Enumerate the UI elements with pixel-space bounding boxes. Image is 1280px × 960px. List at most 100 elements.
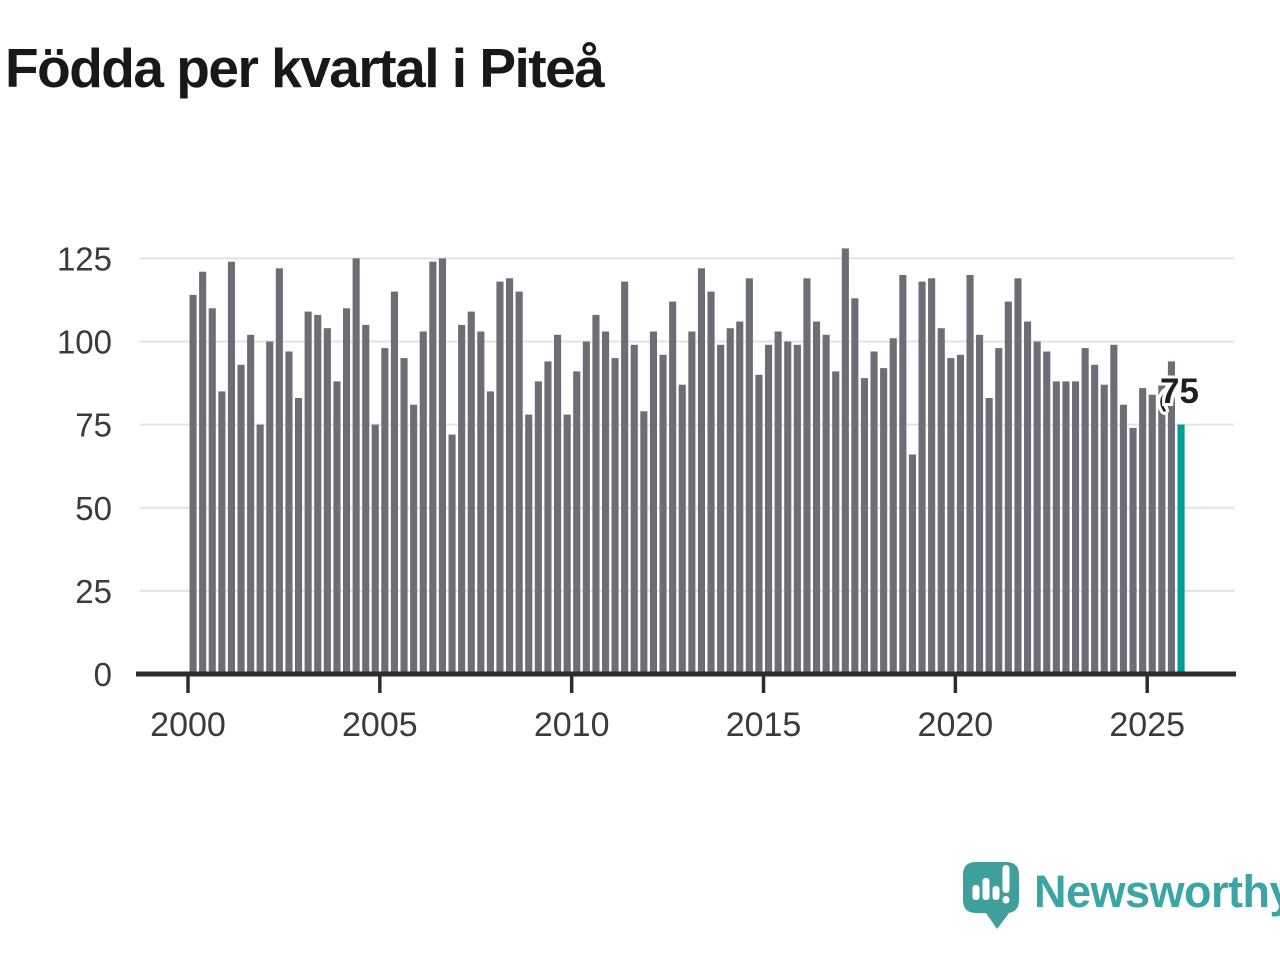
highlighted-quarter-bar bbox=[1177, 424, 1185, 674]
quarter-bar bbox=[275, 268, 283, 674]
quarter-bar bbox=[419, 331, 427, 674]
quarter-bar bbox=[458, 324, 466, 674]
quarter-bar bbox=[467, 311, 475, 674]
x-axis-tick-label: 2025 bbox=[1109, 706, 1185, 744]
quarter-bar bbox=[851, 298, 859, 674]
quarter-bar bbox=[822, 334, 830, 674]
x-axis-tick-label: 2020 bbox=[918, 706, 994, 744]
quarter-bar bbox=[343, 308, 351, 675]
quarter-bar bbox=[726, 328, 734, 674]
quarter-bar bbox=[554, 334, 562, 674]
quarter-bar bbox=[285, 351, 293, 674]
quarter-bar bbox=[860, 378, 868, 674]
quarter-bar bbox=[1129, 427, 1137, 674]
quarter-bar bbox=[448, 434, 456, 674]
quarter-bar bbox=[765, 344, 773, 674]
quarter-bar bbox=[486, 391, 494, 674]
quarter-bar bbox=[1100, 384, 1108, 674]
quarter-bar bbox=[870, 351, 878, 674]
quarter-bar bbox=[1062, 381, 1070, 674]
quarter-bar bbox=[582, 341, 590, 674]
quarter-bar bbox=[1139, 388, 1147, 674]
quarter-bar bbox=[323, 328, 331, 674]
quarter-bar bbox=[1081, 348, 1089, 674]
quarter-bar bbox=[956, 354, 964, 674]
quarter-bar bbox=[227, 261, 235, 674]
quarter-bar bbox=[237, 364, 245, 674]
quarter-bar bbox=[659, 354, 667, 674]
chart-title: Födda per kvartal i Piteå bbox=[5, 37, 605, 99]
quarter-bar bbox=[1158, 384, 1166, 674]
quarter-bar bbox=[362, 324, 370, 674]
quarter-bar bbox=[841, 248, 849, 674]
quarter-bar bbox=[1052, 381, 1060, 674]
quarter-bar bbox=[189, 294, 197, 674]
annotation-leader-line bbox=[1160, 387, 1174, 412]
y-axis-tick-label: 100 bbox=[57, 324, 112, 361]
quarter-bar bbox=[256, 424, 264, 674]
quarter-bar bbox=[525, 414, 533, 674]
quarter-bar bbox=[899, 275, 907, 674]
quarter-bar bbox=[621, 281, 629, 674]
quarter-bar bbox=[947, 358, 955, 674]
quarter-bar bbox=[908, 454, 916, 674]
quarter-bar bbox=[534, 381, 542, 674]
x-axis-line bbox=[136, 671, 1236, 677]
quarter-bar bbox=[1043, 351, 1051, 674]
quarter-bar bbox=[515, 291, 523, 674]
quarter-bar bbox=[602, 331, 610, 674]
y-axis-tick-label: 75 bbox=[75, 407, 112, 444]
quarter-bar bbox=[995, 348, 1003, 674]
quarter-bar bbox=[429, 261, 437, 674]
quarter-bar bbox=[1033, 341, 1041, 674]
quarter-bar bbox=[736, 321, 744, 674]
y-axis-tick-label: 0 bbox=[94, 656, 112, 693]
quarter-bar bbox=[1072, 381, 1080, 674]
quarter-bar bbox=[803, 278, 811, 674]
quarter-bar bbox=[400, 358, 408, 674]
quarter-bar bbox=[1119, 404, 1127, 674]
quarter-bar bbox=[832, 371, 840, 674]
x-axis-tick-label: 2015 bbox=[726, 706, 802, 744]
quarter-bar bbox=[1014, 278, 1022, 674]
quarter-bar bbox=[793, 344, 801, 674]
quarter-bar bbox=[1091, 364, 1099, 674]
quarter-bar bbox=[1024, 321, 1032, 674]
y-axis-tick-label: 125 bbox=[57, 240, 112, 277]
quarter-bar bbox=[1167, 361, 1175, 674]
quarter-bar bbox=[333, 381, 341, 674]
quarter-bar bbox=[381, 348, 389, 674]
quarter-bar bbox=[390, 291, 398, 674]
newsworthy-logo: Newsworthy bbox=[958, 855, 1280, 940]
quarter-bar bbox=[630, 344, 638, 674]
quarter-bar bbox=[755, 374, 763, 675]
quarter-bar bbox=[410, 404, 418, 674]
y-axis-tick-label: 50 bbox=[75, 490, 112, 527]
quarter-bar bbox=[985, 398, 993, 674]
quarter-bar bbox=[477, 331, 485, 674]
quarter-bar bbox=[697, 268, 705, 674]
quarter-bar bbox=[889, 338, 897, 674]
quarter-bar bbox=[496, 281, 504, 674]
quarter-bar bbox=[669, 301, 677, 674]
quarter-bar bbox=[592, 314, 600, 674]
newsworthy-wordmark: Newsworthy bbox=[1034, 866, 1280, 917]
quarter-bar bbox=[937, 328, 945, 674]
quarter-bar bbox=[573, 371, 581, 674]
quarter-bar bbox=[717, 344, 725, 674]
quarter-bar bbox=[438, 258, 446, 674]
x-axis-tick-label: 2000 bbox=[150, 706, 226, 744]
quarter-bar bbox=[295, 398, 303, 674]
quarter-bar bbox=[1110, 344, 1118, 674]
quarter-bar bbox=[745, 278, 753, 674]
quarter-bar bbox=[966, 275, 974, 674]
quarter-bar bbox=[563, 414, 571, 674]
quarter-bar bbox=[506, 278, 514, 674]
quarter-bar bbox=[544, 361, 552, 674]
quarter-bar bbox=[649, 331, 657, 674]
quarter-bar bbox=[1148, 394, 1156, 674]
quarter-bar bbox=[208, 308, 216, 675]
quarter-bar bbox=[784, 341, 792, 674]
